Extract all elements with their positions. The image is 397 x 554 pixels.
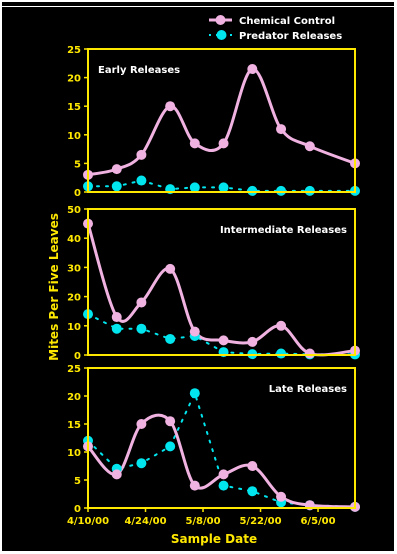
x-tick-label: 6/5/00 [300,516,335,527]
point-chemical [276,320,287,331]
point-predator [165,441,176,452]
point-predator [165,333,176,344]
point-chemical [247,461,258,471]
point-chemical [304,141,315,152]
point-chemical [165,101,176,112]
point-predator [189,388,200,399]
y-tick-label: 30 [67,263,81,274]
point-chemical [276,124,287,135]
legend-item-chemical-control: Chemical Control [209,15,335,27]
legend-marker-chemical [215,15,226,25]
y-tick-label: 40 [67,234,81,245]
x-tick-label: 5/8/00 [185,516,220,527]
point-chemical [189,326,200,337]
x-tick-label: 4/24/00 [124,516,166,527]
point-chemical [165,263,176,274]
series-line-chemical [86,413,356,509]
panel-title: Early Releases [98,65,180,76]
point-chemical [165,416,176,427]
panel-early-releases: 0 5 10 15 20 25 Early Releases [67,45,360,199]
point-predator [276,348,287,359]
y-tick-label: 10 [67,131,81,142]
legend-label: Predator Releases [239,31,342,42]
panel-border [87,367,356,509]
point-chemical [136,297,147,308]
panel-late-releases: 0 5 10 15 20 25 Late Releases [67,364,360,515]
point-predator [111,181,122,192]
series-line-chemical [87,67,356,177]
point-predator [247,185,258,196]
point-chemical [218,469,229,480]
y-tick-label: 20 [67,74,81,85]
y-tick-label: 0 [74,188,81,199]
legend: Chemical Control Predator Releases [209,15,342,42]
point-chemical [111,469,122,480]
y-tick-label: 20 [67,293,81,304]
x-axis: 4/10/00 4/24/00 5/8/00 5/22/00 6/5/00 [67,508,336,527]
series-line-predator [87,313,356,356]
panel-border [87,208,356,356]
panel-intermediate-releases: 0 10 20 30 40 50 Intermediate Releases [67,205,360,362]
point-chemical [218,335,229,346]
y-tick-label: 5 [74,476,81,487]
legend-label: Chemical Control [239,16,335,27]
series-line-chemical [86,223,356,357]
point-predator [276,185,287,196]
panel-border [87,48,356,193]
point-predator [304,185,315,196]
point-chemical [189,138,200,149]
y-tick-label: 20 [67,392,81,403]
point-predator [136,175,147,186]
point-predator [218,480,229,491]
point-chemical [111,164,122,175]
point-predator [136,458,147,469]
point-chemical [276,491,287,502]
y-axis-label: Mites Per Five Leaves [47,213,61,361]
y-tick-label: 10 [67,448,81,459]
y-tick-label: 25 [67,364,81,375]
y-tick-label: 5 [74,159,81,170]
x-axis-label: Sample Date [171,532,257,546]
panel-title: Intermediate Releases [220,225,347,236]
point-chemical [218,138,229,149]
y-tick-label: 25 [67,45,81,56]
panel-title: Late Releases [269,384,347,395]
y-tick-label: 50 [67,205,81,216]
legend-item-predator-releases: Predator Releases [209,30,342,42]
point-chemical [304,348,315,359]
y-tick-label: 15 [67,102,81,113]
series-line-predator [87,179,356,192]
point-chemical [136,149,147,160]
point-chemical [111,312,122,323]
top-rule [2,6,394,7]
point-chemical [189,480,200,491]
point-predator [136,323,147,334]
point-chemical [247,64,258,75]
point-predator [189,182,200,193]
point-predator [247,486,258,497]
y-tick-label: 0 [74,351,81,362]
legend-marker-predator [216,30,227,40]
y-tick-label: 0 [74,504,81,515]
mite-density-chart: Chemical Control Predator Releases 0 5 10 15… [47,15,360,546]
y-tick-label: 15 [67,420,81,431]
x-tick-label: 4/10/00 [67,516,109,527]
point-chemical [247,336,258,347]
point-predator [218,182,229,193]
point-chemical [136,419,147,429]
x-tick-label: 5/22/00 [239,516,281,527]
point-predator [111,323,122,334]
y-tick-label: 10 [67,322,81,333]
chart-frame: Chemical Control Predator Releases 0 5 10 15… [2,2,394,551]
